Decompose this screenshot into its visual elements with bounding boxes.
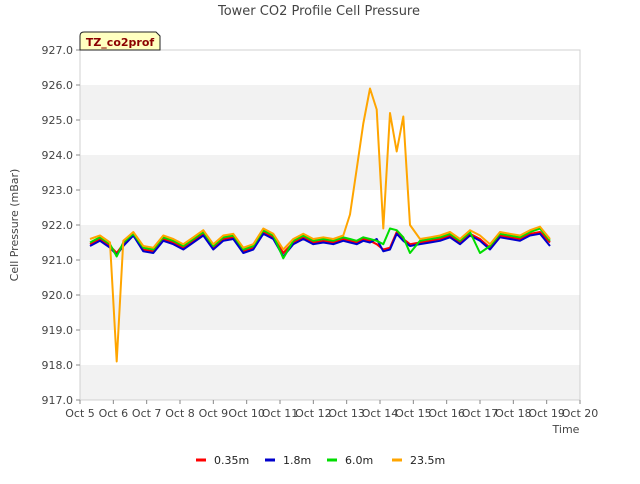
x-tick-label: Oct 12 (295, 407, 332, 420)
x-tick-label: Oct 14 (362, 407, 399, 420)
legend: 0.35m 1.8m 6.0m 23.5m (196, 454, 445, 467)
x-tick-label: Oct 6 (99, 407, 129, 420)
grid-band (80, 155, 580, 190)
y-tick-label: 920.0 (42, 289, 74, 302)
x-tick-label: Oct 5 (65, 407, 95, 420)
y-tick-label: 921.0 (42, 254, 74, 267)
series-line-0.35m (89, 231, 551, 254)
legend-label: 1.8m (283, 454, 311, 467)
site-badge-box (79, 31, 161, 51)
grid-band (80, 50, 580, 85)
x-tick-label: Oct 16 (428, 407, 465, 420)
grid-band (80, 295, 580, 330)
y-tick-label: 925.0 (42, 114, 74, 127)
legend-label: 23.5m (410, 454, 445, 467)
site-badge: TZ_co2prof (79, 31, 161, 51)
grid-bands (80, 50, 580, 400)
x-tick-label: Oct 15 (395, 407, 432, 420)
y-tick-label: 922.0 (42, 219, 74, 232)
chart-title: Tower CO2 Profile Cell Pressure (217, 4, 420, 19)
y-tick-label: 918.0 (42, 359, 74, 372)
x-tick-label: Oct 20 (562, 407, 599, 420)
x-tick-label: Oct 17 (462, 407, 499, 420)
series-line-6.0m (89, 227, 551, 260)
grid-band (80, 260, 580, 295)
x-tick-label: Oct 7 (132, 407, 162, 420)
x-tick-label: Oct 9 (199, 407, 229, 420)
x-tick-label: Oct 11 (262, 407, 299, 420)
site-badge-text: TZ_co2prof (86, 36, 155, 49)
grid-band (80, 330, 580, 365)
grid-band (80, 365, 580, 400)
grid-band (80, 190, 580, 225)
y-tick-label: 917.0 (42, 394, 74, 407)
x-tick-label: Oct 18 (495, 407, 532, 420)
y-tick-label: 926.0 (42, 79, 74, 92)
y-tick-label: 923.0 (42, 184, 74, 197)
x-tick-label: Oct 19 (528, 407, 565, 420)
x-tick-label: Oct 10 (228, 407, 265, 420)
grid-band (80, 85, 580, 120)
series-lines (89, 87, 551, 363)
y-tick-label: 919.0 (42, 324, 74, 337)
y-axis-label: Cell Pressure (mBar) (8, 169, 21, 282)
y-tick-label: 924.0 (42, 149, 74, 162)
x-axis-label: Time (552, 423, 580, 436)
legend-label: 6.0m (345, 454, 373, 467)
y-axis-ticks: 917.0 918.0 919.0 920.0 921.0 922.0 923.0 924.0… (42, 44, 80, 407)
grid-band (80, 120, 580, 155)
series-line-1.8m (89, 232, 551, 258)
legend-label: 0.35m (214, 454, 249, 467)
series-line-23.5m (89, 87, 551, 363)
x-tick-label: Oct 13 (328, 407, 365, 420)
y-tick-label: 927.0 (42, 44, 74, 57)
x-tick-label: Oct 8 (165, 407, 195, 420)
